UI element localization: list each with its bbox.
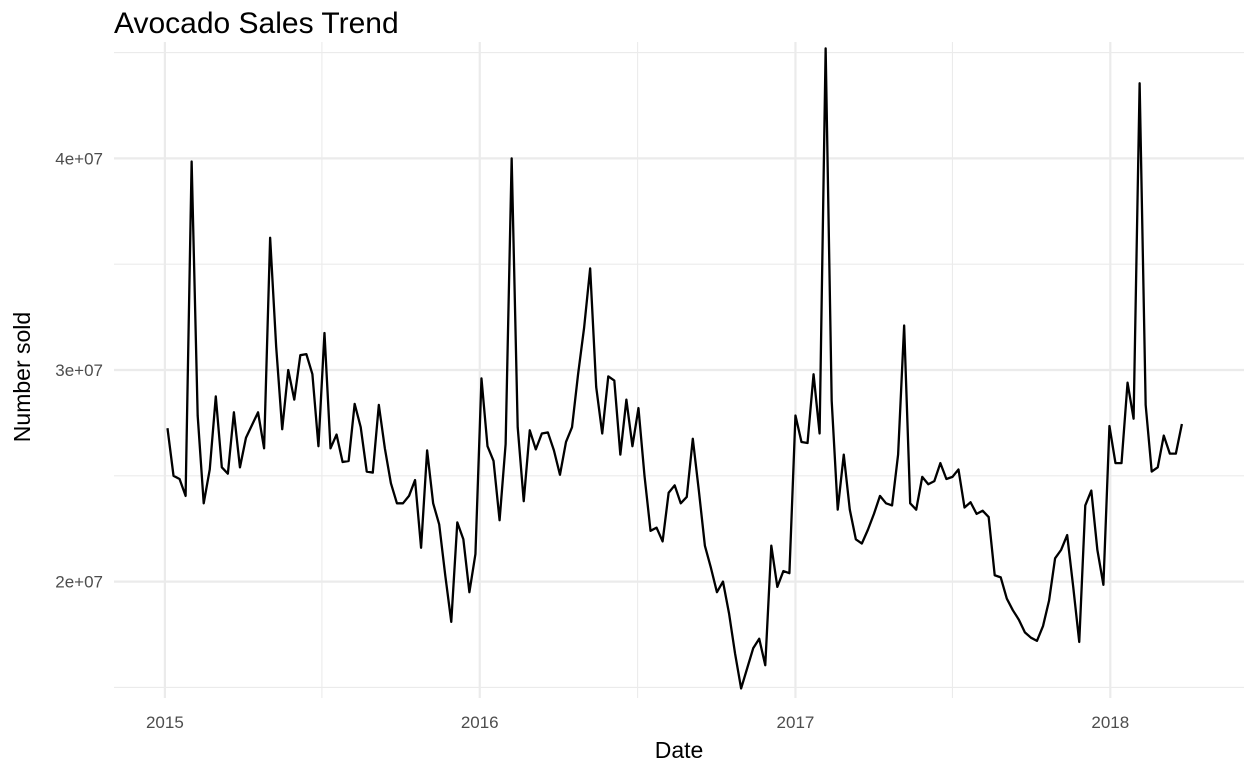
y-tick-label: 4e+07 [55, 149, 103, 168]
x-tick-labels: 2015 2016 2017 2018 [146, 713, 1129, 732]
y-tick-label: 3e+07 [55, 361, 103, 380]
series-line [166, 47, 1184, 690]
y-axis-title: Number sold [9, 312, 35, 442]
grid-layer [114, 42, 1244, 698]
chart-title: Avocado Sales Trend [114, 7, 399, 40]
x-tick-label: 2018 [1091, 713, 1129, 732]
y-tick-labels: 2e+07 3e+07 4e+07 [55, 149, 103, 591]
y-tick-label: 2e+07 [55, 573, 103, 592]
x-tick-label: 2017 [777, 713, 815, 732]
series-layer [166, 47, 1184, 690]
x-axis-title: Date [655, 737, 704, 763]
x-tick-label: 2015 [146, 713, 184, 732]
x-tick-label: 2016 [461, 713, 499, 732]
